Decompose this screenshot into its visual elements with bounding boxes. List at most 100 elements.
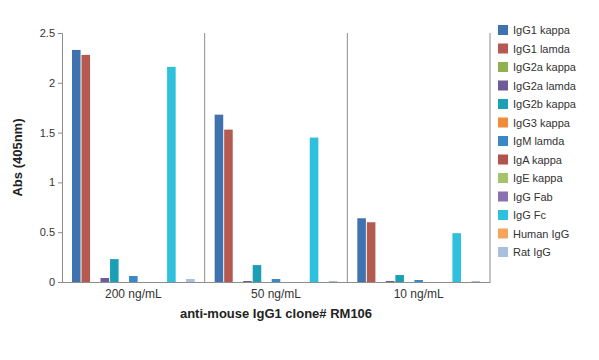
legend-label: IgG2a lamda	[513, 80, 577, 92]
y-tick-label: 1.5	[40, 127, 55, 139]
bar	[81, 55, 90, 282]
bar	[376, 282, 385, 283]
legend-label: IgA kappa	[513, 154, 563, 166]
legend-swatch	[498, 229, 508, 239]
legend-label: Rat IgG	[513, 246, 551, 258]
bar	[310, 138, 319, 282]
legend-label: IgG2a kappa	[513, 61, 577, 73]
bars	[72, 50, 480, 282]
y-tick: 0.5	[40, 226, 62, 238]
bar	[291, 282, 300, 283]
bar	[120, 282, 129, 283]
y-tick: 2.5	[40, 27, 62, 39]
bar	[186, 279, 195, 282]
legend-label: IgE kappa	[513, 172, 563, 184]
y-tick-label: 2	[49, 77, 55, 89]
bar	[471, 281, 480, 282]
legend-item: IgG Fc	[498, 209, 547, 221]
bar	[443, 282, 452, 283]
group-separator	[490, 33, 491, 282]
y-tick-mark	[58, 133, 62, 134]
legend-label: IgG3 kappa	[513, 117, 571, 129]
bar	[319, 282, 328, 283]
legend-label: Human IgG	[513, 228, 569, 240]
y-tick: 1.5	[40, 127, 62, 139]
bar	[167, 67, 176, 282]
legend-swatch	[498, 118, 508, 128]
y-tick-mark	[58, 282, 62, 283]
bar	[405, 282, 414, 283]
bar	[357, 218, 366, 282]
legend-item: IgA kappa	[498, 154, 563, 166]
x-tick-label: 200 ng/mL	[105, 287, 162, 301]
legend-swatch	[498, 136, 508, 146]
y-tick-mark	[58, 182, 62, 183]
legend-item: IgG Fab	[498, 191, 553, 203]
legend-swatch	[498, 173, 508, 183]
x-axis-title: anti-mouse IgG1 clone# RM106	[180, 306, 372, 321]
bar	[243, 281, 252, 282]
y-tick: 1	[49, 176, 62, 188]
y-axis-title: Abs (405nm)	[10, 118, 25, 196]
y-tick: 2	[49, 77, 62, 89]
x-tick-label: 50 ng/mL	[251, 287, 301, 301]
x-tick: 50 ng/mL	[251, 282, 301, 301]
legend-item: Human IgG	[498, 228, 569, 240]
legend-swatch	[498, 155, 508, 165]
bar	[414, 280, 423, 282]
legend-label: IgM lamda	[513, 135, 565, 147]
legend-swatch	[498, 99, 508, 109]
bar	[281, 282, 290, 283]
bar	[129, 276, 138, 282]
legend-swatch	[498, 192, 508, 202]
legend-label: IgG Fab	[513, 191, 553, 203]
bar	[329, 281, 338, 282]
bar	[433, 282, 442, 283]
bar	[101, 278, 110, 282]
legend-item: IgG1 lamda	[498, 43, 571, 55]
bar	[224, 130, 233, 282]
y-axis: 0 0.5 1 1.5 2 2.5	[40, 27, 63, 288]
x-axis-line	[63, 282, 491, 283]
bar	[262, 282, 271, 283]
legend-item: IgG1 kappa	[498, 24, 571, 36]
y-axis-line	[58, 34, 63, 283]
legend-swatch	[498, 44, 508, 54]
legend-item: IgE kappa	[498, 172, 563, 184]
bar	[110, 259, 119, 282]
y-tick-mark	[58, 232, 62, 233]
y-tick-mark	[58, 33, 62, 34]
bar	[395, 275, 404, 282]
legend-item: IgM lamda	[498, 135, 565, 147]
group-separator	[204, 33, 205, 282]
legend-item: IgG3 kappa	[498, 117, 571, 129]
bar	[91, 282, 100, 283]
y-tick-mark	[58, 83, 62, 84]
legend-swatch	[498, 247, 508, 257]
bar	[72, 50, 81, 282]
x-axis: 200 ng/mL 50 ng/mL 10 ng/mL	[63, 282, 491, 301]
plot: 0 0.5 1 1.5 2 2.5 200 ng/mL 50 ng/mL 10 ng/mL	[40, 27, 491, 301]
bar	[215, 115, 224, 282]
legend-item: IgG2b kappa	[498, 98, 577, 110]
bar	[158, 282, 167, 283]
legend-swatch	[498, 81, 508, 91]
bar	[253, 265, 262, 282]
x-tick-label: 10 ng/mL	[394, 287, 444, 301]
bar	[139, 282, 148, 283]
y-tick-label: 0.5	[40, 226, 55, 238]
bar	[234, 282, 243, 283]
y-tick-label: 2.5	[40, 27, 55, 39]
bar	[148, 282, 157, 283]
y-tick-label: 1	[49, 176, 55, 188]
legend-label: IgG Fc	[513, 209, 547, 221]
legend-item: IgG2a kappa	[498, 61, 577, 73]
legend-swatch	[498, 210, 508, 220]
y-tick-label: 0	[49, 276, 55, 288]
legend-item: Rat IgG	[498, 246, 551, 258]
bar	[424, 282, 433, 283]
separators	[205, 33, 490, 282]
legend-item: IgG2a lamda	[498, 80, 577, 92]
x-tick: 10 ng/mL	[394, 282, 444, 301]
x-tick: 200 ng/mL	[105, 282, 162, 301]
